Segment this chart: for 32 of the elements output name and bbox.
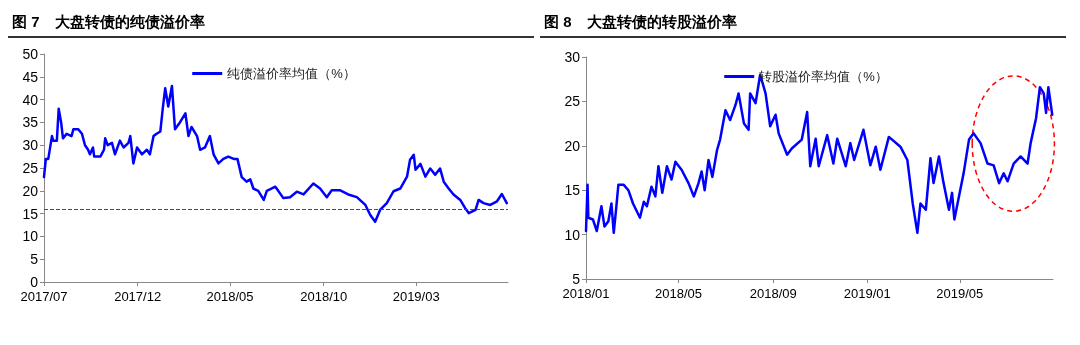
legend-label: 转股溢价率均值（%）: [759, 69, 888, 84]
x-tick-label: 2019/05: [936, 286, 984, 301]
y-tick-label: 40: [22, 91, 39, 108]
y-tick-label: 15: [564, 182, 581, 199]
x-tick-label: 2018/05: [206, 289, 254, 304]
y-tick-label: 5: [30, 251, 39, 268]
x-tick-label: 2017/07: [20, 289, 68, 304]
y-tick-label: 20: [564, 137, 581, 154]
y-tick-label: 45: [22, 68, 39, 85]
y-tick-label: 10: [22, 228, 39, 245]
y-tick-label: 50: [22, 46, 39, 62]
line-series: [42, 84, 509, 224]
y-tick-label: 10: [564, 226, 581, 243]
y-tick-label: 30: [564, 49, 581, 65]
y-tick-label: 30: [22, 137, 39, 154]
x-tick-label: 2018/05: [654, 286, 702, 301]
y-tick-label: 35: [22, 114, 39, 131]
x-tick-label: 2017/12: [114, 289, 162, 304]
y-tick-label: 25: [564, 93, 581, 110]
legend-label: 纯债溢价率均值（%）: [227, 66, 356, 81]
y-tick-label: 25: [22, 160, 39, 176]
y-tick-label: 5: [572, 271, 581, 287]
y-tick-label: 15: [22, 205, 39, 222]
x-tick-label: 2018/01: [562, 286, 610, 301]
y-tick-label: 0: [30, 274, 39, 290]
chart-title: 图 7 大盘转债的纯债溢价率: [12, 13, 205, 30]
y-tick-label: 20: [22, 182, 39, 199]
x-tick-label: 2018/09: [749, 286, 797, 301]
x-tick-label: 2019/01: [843, 286, 891, 301]
chart-title: 图 8 大盘转债的转股溢价率: [544, 13, 737, 30]
x-tick-label: 2019/03: [392, 289, 440, 304]
x-tick-label: 2018/10: [300, 289, 348, 304]
